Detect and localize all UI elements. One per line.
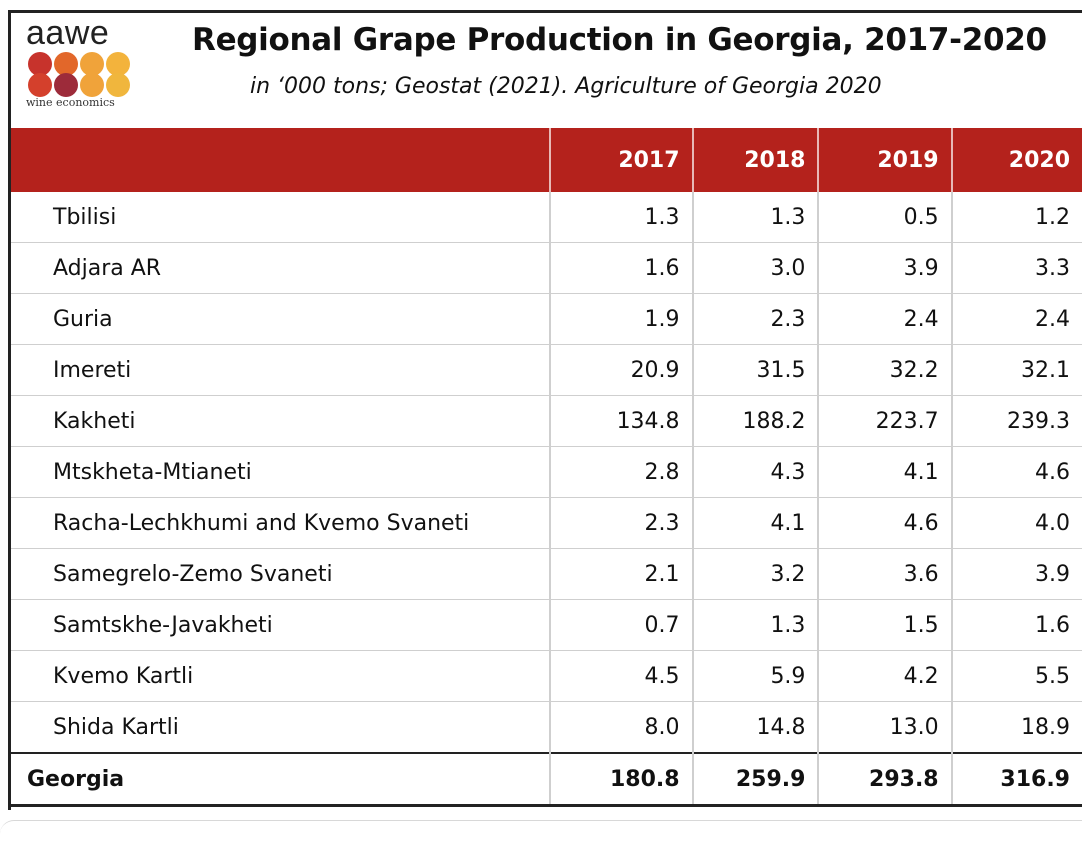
value-cell-2019: 13.0 <box>817 701 952 754</box>
table-row: Kakheti 134.8 188.2 223.7 239.3 <box>11 395 1082 447</box>
value-cell-2017: 20.9 <box>549 344 693 396</box>
value-cell-2018: 1.3 <box>691 192 819 243</box>
header-cell-2018: 2018 <box>691 128 819 192</box>
value-cell-2020: 316.9 <box>950 752 1082 807</box>
value-cell-2017: 1.3 <box>549 192 693 243</box>
logo-dot <box>54 73 78 97</box>
logo-dot <box>80 52 104 76</box>
region-label: Mtskheta-Mtianeti <box>11 446 551 498</box>
region-label: Shida Kartli <box>11 701 551 754</box>
value-cell-2020: 18.9 <box>950 701 1082 754</box>
header-cell-2019: 2019 <box>817 128 952 192</box>
region-label: Guria <box>11 293 551 345</box>
header-cell-2020: 2020 <box>950 128 1082 192</box>
value-cell-2020: 1.2 <box>950 192 1082 243</box>
value-cell-2019: 4.2 <box>817 650 952 702</box>
value-cell-2018: 259.9 <box>691 752 819 807</box>
value-cell-2019: 1.5 <box>817 599 952 651</box>
table-row: Imereti 20.9 31.5 32.2 32.1 <box>11 344 1082 396</box>
region-label: Georgia <box>11 752 551 807</box>
header-row: 2017 2018 2019 2020 <box>11 128 1082 192</box>
value-cell-2018: 188.2 <box>691 395 819 447</box>
value-cell-2017: 1.6 <box>549 242 693 294</box>
value-cell-2018: 4.1 <box>691 497 819 549</box>
logo-dot <box>28 52 52 76</box>
chart-title: Regional Grape Production in Georgia, 20… <box>192 22 1047 58</box>
value-cell-2020: 1.6 <box>950 599 1082 651</box>
table-row: Samtskhe-Javakheti 0.7 1.3 1.5 1.6 <box>11 599 1082 651</box>
logo-dot <box>80 73 104 97</box>
value-cell-2018: 1.3 <box>691 599 819 651</box>
value-cell-2017: 1.9 <box>549 293 693 345</box>
region-label: Kvemo Kartli <box>11 650 551 702</box>
value-cell-2019: 223.7 <box>817 395 952 447</box>
region-label: Samegrelo-Zemo Svaneti <box>11 548 551 600</box>
table-row: Tbilisi 1.3 1.3 0.5 1.2 <box>11 192 1082 243</box>
value-cell-2020: 239.3 <box>950 395 1082 447</box>
page-edge <box>0 820 1082 849</box>
logo-dot <box>106 73 130 97</box>
value-cell-2018: 2.3 <box>691 293 819 345</box>
aawe-logo: aawe wine economics <box>22 16 142 111</box>
table-row: Kvemo Kartli 4.5 5.9 4.2 5.5 <box>11 650 1082 702</box>
region-label: Racha-Lechkhumi and Kvemo Svaneti <box>11 497 551 549</box>
logo-wordmark: aawe <box>26 14 110 52</box>
value-cell-2020: 4.0 <box>950 497 1082 549</box>
value-cell-2020: 2.4 <box>950 293 1082 345</box>
value-cell-2020: 4.6 <box>950 446 1082 498</box>
region-label: Imereti <box>11 344 551 396</box>
total-row: Georgia 180.8 259.9 293.8 316.9 <box>11 752 1082 807</box>
table-row: Adjara AR 1.6 3.0 3.9 3.3 <box>11 242 1082 294</box>
logo-dot <box>106 52 130 76</box>
value-cell-2017: 134.8 <box>549 395 693 447</box>
value-cell-2019: 4.1 <box>817 446 952 498</box>
value-cell-2018: 31.5 <box>691 344 819 396</box>
value-cell-2018: 14.8 <box>691 701 819 754</box>
value-cell-2017: 2.1 <box>549 548 693 600</box>
header-cell-2017: 2017 <box>549 128 693 192</box>
region-label: Tbilisi <box>11 192 551 243</box>
value-cell-2017: 180.8 <box>549 752 693 807</box>
table-row: Guria 1.9 2.3 2.4 2.4 <box>11 293 1082 345</box>
value-cell-2018: 3.2 <box>691 548 819 600</box>
value-cell-2018: 3.0 <box>691 242 819 294</box>
value-cell-2019: 293.8 <box>817 752 952 807</box>
logo-dot <box>54 52 78 76</box>
table-row: Shida Kartli 8.0 14.8 13.0 18.9 <box>11 701 1082 754</box>
value-cell-2019: 0.5 <box>817 192 952 243</box>
value-cell-2020: 3.9 <box>950 548 1082 600</box>
header-cell-region <box>11 128 551 192</box>
table-row: Samegrelo-Zemo Svaneti 2.1 3.2 3.6 3.9 <box>11 548 1082 600</box>
value-cell-2020: 5.5 <box>950 650 1082 702</box>
value-cell-2019: 2.4 <box>817 293 952 345</box>
value-cell-2019: 32.2 <box>817 344 952 396</box>
logo-subtitle: wine economics <box>26 96 115 109</box>
table-row: Mtskheta-Mtianeti 2.8 4.3 4.1 4.6 <box>11 446 1082 498</box>
value-cell-2019: 3.9 <box>817 242 952 294</box>
value-cell-2017: 2.3 <box>549 497 693 549</box>
table-body: Tbilisi 1.3 1.3 0.5 1.2 Adjara AR 1.6 3.0 3.9 3.3… <box>11 192 1082 807</box>
chart-subtitle: in ‘000 tons; Geostat (2021). Agricultur… <box>250 74 882 99</box>
value-cell-2018: 4.3 <box>691 446 819 498</box>
value-cell-2017: 2.8 <box>549 446 693 498</box>
table-row: Racha-Lechkhumi and Kvemo Svaneti 2.3 4.1 4… <box>11 497 1082 549</box>
value-cell-2019: 3.6 <box>817 548 952 600</box>
value-cell-2018: 5.9 <box>691 650 819 702</box>
region-label: Kakheti <box>11 395 551 447</box>
table-frame <box>8 10 1082 810</box>
value-cell-2020: 32.1 <box>950 344 1082 396</box>
value-cell-2017: 4.5 <box>549 650 693 702</box>
value-cell-2019: 4.6 <box>817 497 952 549</box>
production-table: 2017 2018 2019 2020 Tbilisi 1.3 1.3 0.5 1.2 A… <box>11 128 1082 807</box>
region-label: Adjara AR <box>11 242 551 294</box>
region-label: Samtskhe-Javakheti <box>11 599 551 651</box>
value-cell-2020: 3.3 <box>950 242 1082 294</box>
logo-dot <box>28 73 52 97</box>
value-cell-2017: 0.7 <box>549 599 693 651</box>
value-cell-2017: 8.0 <box>549 701 693 754</box>
